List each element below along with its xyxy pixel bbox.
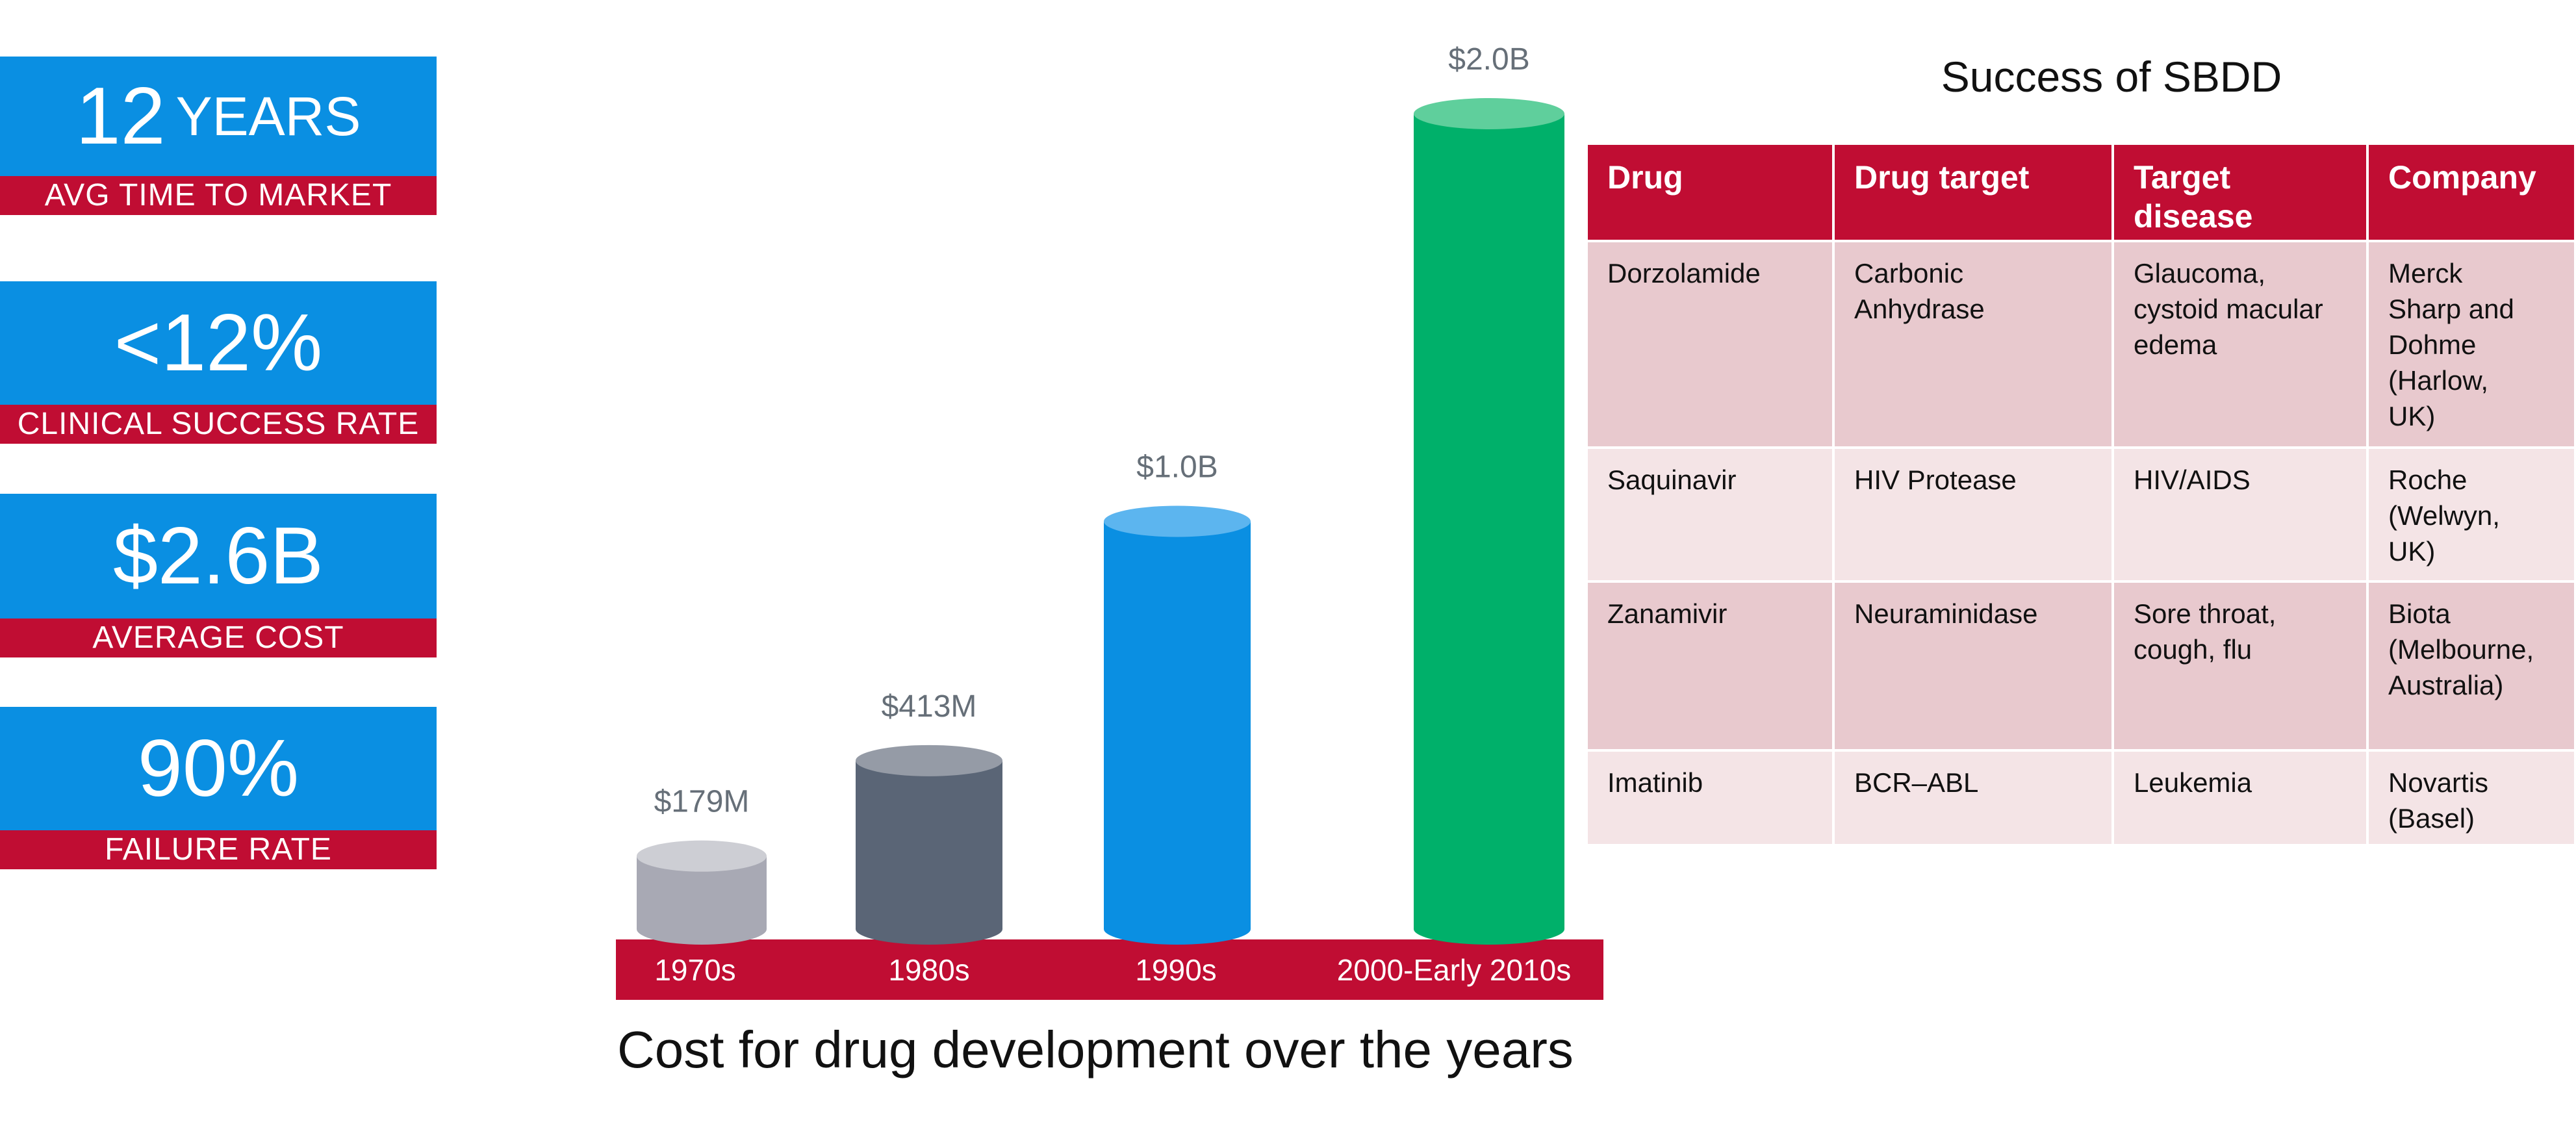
table-header-row: Drug Drug target Target disease Company [1585,142,2576,242]
stat-card-average-cost: $2.6B AVERAGE COST [0,494,437,657]
stat-label: AVG TIME TO MARKET [0,176,437,215]
stat-label: FAILURE RATE [0,830,437,869]
bar-value-label: $2.0B [1448,42,1529,77]
table-row: Zanamivir Neuraminidase Sore throat, cou… [1585,580,2576,752]
stat-value: $2.6B [112,511,324,601]
bar-1970s [637,856,767,945]
stat-value: 12 [75,71,166,161]
cell-company: Novartis (Basel) [2366,749,2576,847]
bar-1990s [1104,521,1251,945]
stat-value: 90% [137,724,300,813]
cell-drug-target: HIV Protease [1832,446,2114,583]
chart-title: Cost for drug development over the years [617,1021,1574,1078]
cell-target-disease: Sore throat, cough, flu [2111,580,2369,752]
bar-cap [1414,98,1564,129]
x-tick-label: 2000-Early 2010s [1337,953,1572,987]
x-axis-band [616,939,1603,1000]
cell-drug: Imatinib [1585,749,1835,847]
bar-value-label: $179M [654,785,750,819]
cell-drug-target: Neuraminidase [1832,580,2114,752]
table-row: Imatinib BCR–ABL Leukemia Novartis (Base… [1585,749,2576,847]
table-title: Success of SBDD [1941,53,2282,101]
bar-cap [637,840,767,872]
cell-drug-target: Carbonic Anhydrase [1832,240,2114,449]
header-target-disease: Target disease [2111,142,2369,242]
cell-company: Biota (Melbourne, Australia) [2366,580,2576,752]
bar-1980s [856,760,1002,945]
cell-drug: Zanamivir [1585,580,1835,752]
cell-drug-target: BCR–ABL [1832,749,2114,847]
table-row: Dorzolamide Carbonic Anhydrase Glaucoma,… [1585,240,2576,449]
cell-company: Merck Sharp and Dohme (Harlow, UK) [2366,240,2576,449]
bar-2000-early-2010s [1414,114,1564,945]
cell-drug: Saquinavir [1585,446,1835,583]
cell-target-disease: HIV/AIDS [2111,446,2369,583]
cell-target-disease: Leukemia [2111,749,2369,847]
sbdd-table: Drug Drug target Target disease Company … [1585,142,2576,847]
stat-unit: YEARS [175,86,361,147]
stat-card-time-to-market: 12 YEARS AVG TIME TO MARKET [0,57,437,215]
stat-value: <12% [114,298,323,388]
cell-drug: Dorzolamide [1585,240,1835,449]
x-tick-label: 1990s [1135,953,1216,987]
bar-value-label: $413M [882,689,977,724]
header-drug: Drug [1585,142,1835,242]
cell-company: Roche (Welwyn, UK) [2366,446,2576,583]
stat-card-failure-rate: 90% FAILURE RATE [0,707,437,869]
bar-cap [1104,505,1251,537]
stat-label: CLINICAL SUCCESS RATE [0,405,437,444]
stat-card-clinical-success: <12% CLINICAL SUCCESS RATE [0,281,437,444]
bar-value-label: $1.0B [1136,450,1218,485]
bar-cap [856,745,1002,776]
table-row: Saquinavir HIV Protease HIV/AIDS Roche (… [1585,446,2576,583]
stat-label: AVERAGE COST [0,618,437,657]
header-drug-target: Drug target [1832,142,2114,242]
x-tick-label: 1980s [888,953,969,987]
x-tick-label: 1970s [654,953,735,987]
cell-target-disease: Glaucoma, cystoid macular edema [2111,240,2369,449]
header-company: Company [2366,142,2576,242]
